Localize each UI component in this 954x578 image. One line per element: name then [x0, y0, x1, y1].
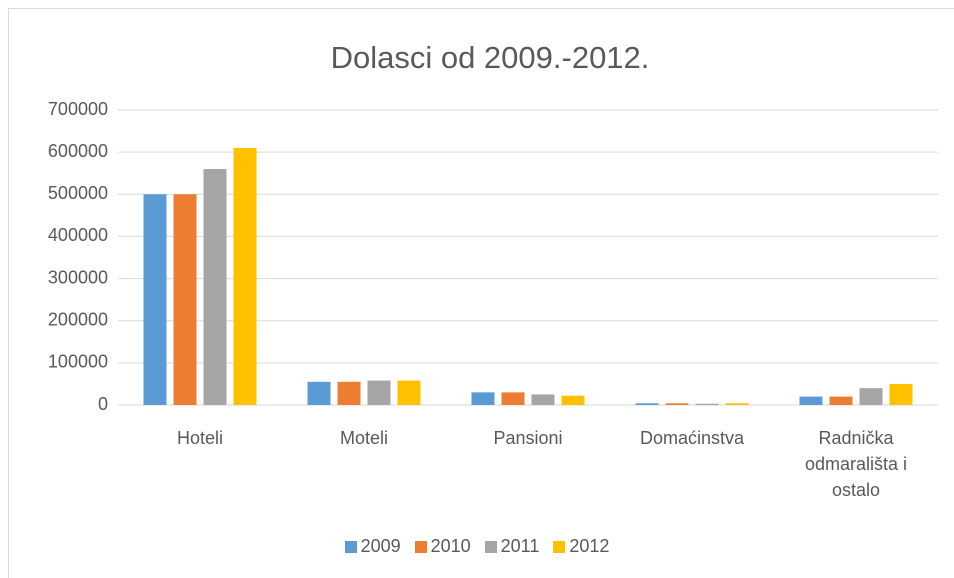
bar	[307, 381, 331, 405]
bar	[665, 403, 689, 405]
x-tick-label: Hoteli	[176, 428, 224, 448]
y-tick-label: 400000	[48, 225, 108, 245]
bar	[889, 383, 913, 405]
bar	[859, 388, 883, 405]
bar	[635, 403, 659, 405]
bar	[337, 381, 361, 405]
legend-item: 2012	[553, 536, 609, 557]
bar	[173, 194, 197, 405]
bar	[233, 147, 257, 405]
bar	[799, 396, 823, 405]
legend-label: 2009	[360, 536, 401, 556]
legend-item: 2011	[484, 536, 540, 557]
y-tick-label: 500000	[48, 183, 108, 203]
bar	[367, 380, 391, 405]
bar	[531, 394, 555, 405]
x-tick-label: Domaćinstva	[639, 428, 745, 448]
y-tick-label: 100000	[48, 352, 108, 372]
legend-swatch	[414, 540, 427, 553]
bar	[561, 395, 585, 405]
x-tick-label: Pansioni	[493, 428, 563, 448]
y-tick-label: 600000	[48, 141, 108, 161]
bar	[829, 396, 853, 405]
bar	[725, 403, 749, 405]
x-tick-label: Radnička odmarališta i ostalo	[804, 428, 908, 500]
legend-item: 2009	[344, 536, 401, 557]
chart-border	[8, 8, 954, 578]
y-tick-label: 0	[98, 394, 108, 414]
legend-label: 2011	[500, 536, 540, 556]
legend-label: 2012	[569, 536, 610, 556]
bar	[695, 403, 719, 405]
bar	[501, 392, 525, 405]
legend: 2009 2010 2011 2012	[0, 536, 954, 557]
legend-swatch	[344, 540, 357, 553]
legend-swatch	[484, 540, 497, 553]
bar	[397, 380, 421, 405]
legend-label: 2010	[430, 536, 471, 556]
bar	[471, 392, 495, 405]
y-tick-label: 200000	[48, 309, 108, 329]
legend-swatch	[553, 540, 566, 553]
bar	[143, 194, 167, 405]
chart-title: Dolasci od 2009.-2012.	[331, 40, 650, 75]
x-tick-label: Moteli	[339, 428, 388, 448]
legend-item: 2010	[414, 536, 471, 557]
bar	[203, 169, 227, 405]
y-tick-label: 700000	[48, 99, 108, 119]
y-tick-label: 300000	[48, 267, 108, 287]
